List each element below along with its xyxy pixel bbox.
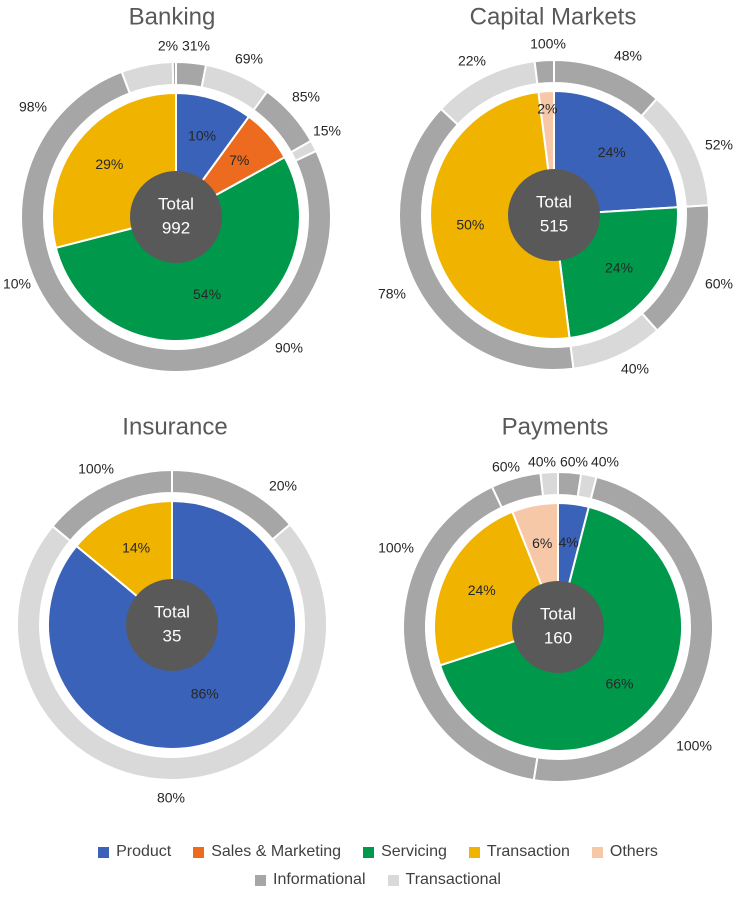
- chart-payments-slice-label-servicing: 66%: [605, 675, 633, 691]
- chart-capital-markets-slice-label-others: 2%: [537, 101, 557, 117]
- chart-banking-slice-label-sales-marketing: 7%: [229, 152, 249, 168]
- chart-banking-slice-label-servicing: 54%: [193, 286, 221, 302]
- legend-swatch-product: [98, 846, 110, 858]
- chart-payments-outer-label-4: 60%: [492, 459, 520, 475]
- legend-row-2: Informational Transactional: [0, 871, 756, 889]
- legend-item-transactional: Transactional: [387, 871, 501, 889]
- chart-payments-center-total: 160: [544, 628, 572, 647]
- chart-capital-markets-outer-informational-6: [533, 58, 555, 86]
- chart-banking-title: Banking: [129, 3, 216, 30]
- chart-capital-markets-outer-label-0: 48%: [614, 48, 642, 64]
- chart-banking-outer-label-1: 69%: [235, 51, 263, 67]
- chart-payments-outer-transactional-5: [539, 470, 559, 497]
- chart-insurance-outer-transactional-1: [16, 523, 328, 781]
- chart-banking-outer-transactional-5: [120, 61, 175, 95]
- chart-banking-outer-label-2: 85%: [292, 89, 320, 105]
- chart-insurance-outer-label-0: 20%: [269, 478, 297, 494]
- chart-banking-center-label: Total: [158, 194, 194, 213]
- chart-capital-markets-outer-label-5: 22%: [458, 53, 486, 69]
- legend-row-1: Product Sales & Marketing Servicing Tran…: [0, 843, 756, 861]
- chart-banking-outer-label-7: 2%: [158, 38, 178, 54]
- legend-swatch-transaction: [468, 846, 480, 858]
- legend-item-others: Others: [591, 843, 658, 861]
- legend-label-sales-marketing: Sales & Marketing: [211, 843, 342, 860]
- chart-payments-outer-label-3: 100%: [378, 540, 414, 556]
- chart-payments-outer-label-2: 100%: [676, 738, 712, 754]
- chart-banking-outer-label-0: 31%: [182, 38, 210, 54]
- legend-label-servicing: Servicing: [381, 843, 447, 860]
- legend-item-product: Product: [98, 843, 171, 861]
- chart-insurance-outer-informational-2: [51, 468, 173, 543]
- chart-insurance-center-total: 35: [163, 626, 182, 645]
- legend-label-product: Product: [116, 843, 172, 860]
- chart-capital-markets-outer-label-6: 100%: [530, 36, 566, 52]
- chart-payments-outer-label-1: 40%: [591, 454, 619, 470]
- chart-capital-markets-slice-label-transaction: 50%: [456, 216, 484, 232]
- chart-capital-markets-outer-label-1: 52%: [705, 137, 733, 153]
- chart-capital-markets-title: Capital Markets: [470, 3, 637, 30]
- chart-payments-outer-label-5: 40%: [528, 454, 556, 470]
- chart-banking-outer-informational-6: [171, 60, 177, 87]
- legend-item-sales-marketing: Sales & Marketing: [193, 843, 341, 861]
- legend-item-transaction: Transaction: [468, 843, 570, 861]
- legend-swatch-servicing: [363, 846, 375, 858]
- chart-insurance-title: Insurance: [122, 413, 227, 440]
- legend-swatch-transactional: [387, 874, 399, 886]
- legend-item-informational: Informational: [255, 871, 366, 889]
- chart-banking-slice-label-transaction: 29%: [95, 156, 123, 172]
- chart-insurance-outer-label-1: 80%: [157, 790, 185, 806]
- chart-capital-markets-center-label: Total: [536, 192, 572, 211]
- chart-insurance-slice-label-transaction: 14%: [122, 539, 150, 555]
- legend-swatch-sales-marketing: [193, 846, 205, 858]
- chart-payments-center-disc: [512, 581, 604, 673]
- chart-banking-slice-label-product: 10%: [188, 128, 216, 144]
- chart-banking-outer-label-4: 90%: [275, 340, 303, 356]
- chart-payments-slice-label-product: 4%: [558, 534, 578, 550]
- chart-payments-outer-informational-4: [490, 471, 545, 509]
- chart-banking-center-total: 992: [162, 218, 190, 237]
- chart-banking-outer-label-5: 10%: [3, 276, 31, 292]
- legend-item-servicing: Servicing: [363, 843, 447, 861]
- chart-banking-outer-informational-4: [20, 70, 332, 373]
- chart-banking-center-disc: [130, 171, 222, 263]
- chart-capital-markets-slice-label-servicing: 24%: [605, 259, 633, 275]
- chart-capital-markets-slice-transaction: [429, 90, 571, 340]
- chart-capital-markets-center-total: 515: [540, 216, 568, 235]
- legend-label-transactional: Transactional: [405, 871, 501, 888]
- chart-insurance-slice-label-product: 86%: [191, 685, 219, 701]
- chart-capital-markets-outer-label-4: 78%: [378, 286, 406, 302]
- chart-capital-markets-outer-label-2: 60%: [705, 276, 733, 292]
- chart-payments-title: Payments: [502, 413, 609, 440]
- chart-payments-center-label: Total: [540, 604, 576, 623]
- chart-payments-outer-label-0: 60%: [560, 454, 588, 470]
- chart-payments-slice-label-others: 6%: [532, 535, 552, 551]
- chart-payments-slice-label-transaction: 24%: [468, 582, 496, 598]
- chart-capital-markets-slice-label-product: 24%: [598, 144, 626, 160]
- chart-insurance-center-label: Total: [154, 602, 190, 621]
- legend-swatch-informational: [255, 874, 267, 886]
- chart-insurance-outer-label-2: 100%: [78, 461, 114, 477]
- legend-swatch-others: [591, 846, 603, 858]
- legend-label-others: Others: [609, 843, 658, 860]
- chart-banking-outer-label-6: 98%: [19, 99, 47, 115]
- legend-label-transaction: Transaction: [486, 843, 570, 860]
- chart-capital-markets-outer-label-3: 40%: [621, 361, 649, 377]
- chart-banking-outer-label-3: 15%: [313, 123, 341, 139]
- chart-capital-markets-center-disc: [508, 169, 600, 261]
- legend-label-informational: Informational: [273, 871, 366, 888]
- chart-insurance-center-disc: [126, 579, 218, 671]
